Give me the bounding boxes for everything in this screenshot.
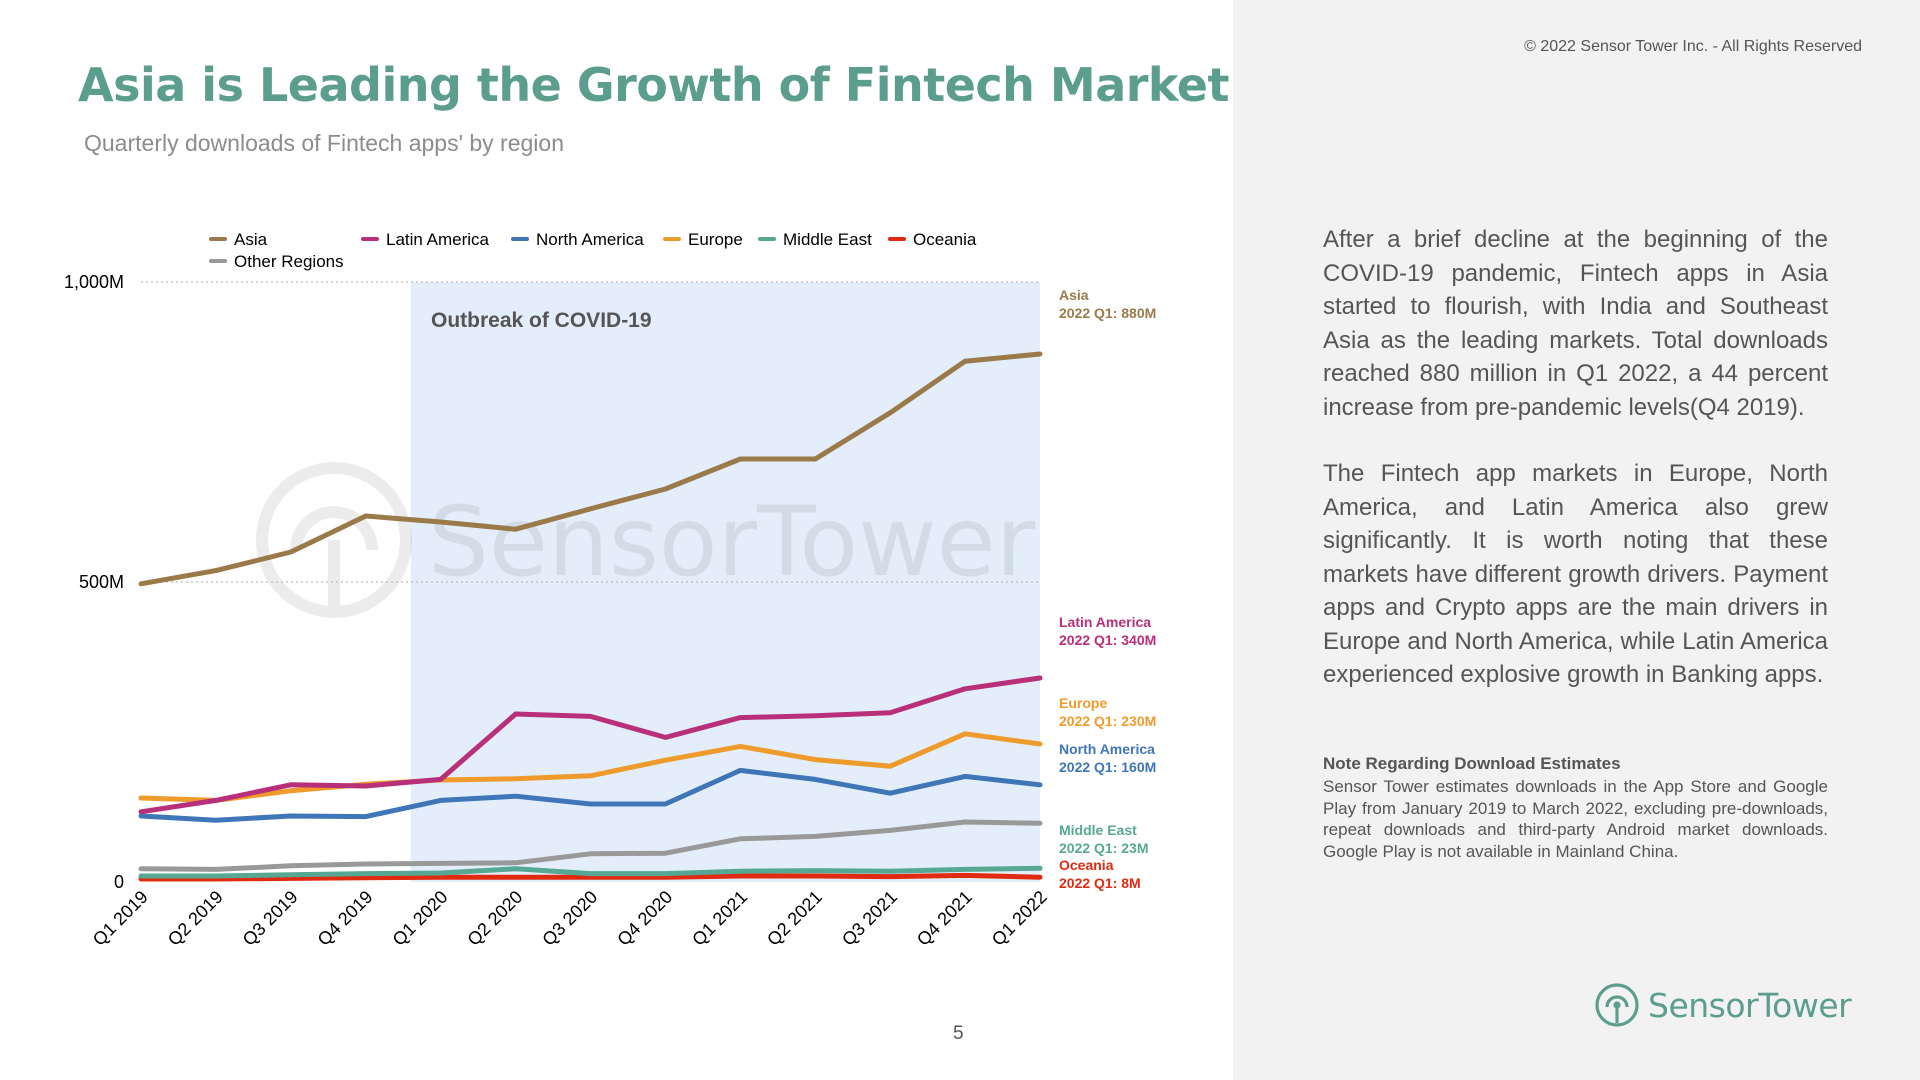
series-line-latin-america [138, 675, 1043, 815]
x-tick-label: Q4 2020 [613, 887, 676, 950]
x-tick-label: Q1 2020 [389, 887, 452, 950]
svg-text:2022 Q1: 8M: 2022 Q1: 8M [1059, 875, 1141, 891]
watermark-text: SensorTower [428, 486, 1036, 598]
y-tick-label: 1,000M [64, 272, 124, 292]
svg-text:Oceania: Oceania [1059, 857, 1114, 873]
svg-text:Europe: Europe [1059, 695, 1107, 711]
note-body: Sensor Tower estimates downloads in the … [1323, 777, 1828, 862]
sensor-tower-logo: SensorTower [1594, 982, 1852, 1028]
svg-text:2022 Q1: 160M: 2022 Q1: 160M [1059, 759, 1156, 775]
svg-text:2022 Q1: 880M: 2022 Q1: 880M [1059, 305, 1156, 321]
x-tick-label: Q4 2021 [913, 887, 976, 950]
sensor-tower-watermark: SensorTower [256, 462, 1036, 618]
fintech-downloads-line-chart: Outbreak of COVID-19 SensorTower 0 500M 1,0… [64, 230, 1156, 950]
svg-text:2022 Q1: 23M: 2022 Q1: 23M [1059, 840, 1149, 856]
annotation-latin-america: Latin America 2022 Q1: 340M [1059, 614, 1156, 648]
x-tick-label: Q3 2020 [538, 887, 601, 950]
legend-item-europe: Europe [663, 230, 743, 249]
x-tick-label: Q4 2019 [314, 887, 377, 950]
sensor-tower-logo-icon [1595, 983, 1639, 1027]
legend-item-north-america: North America [511, 230, 644, 249]
page-number: 5 [953, 1023, 964, 1044]
x-tick-label: Q1 2022 [988, 887, 1051, 950]
x-tick-label: Q2 2020 [463, 887, 526, 950]
copyright-notice: © 2022 Sensor Tower Inc. - All Rights Re… [1524, 38, 1862, 55]
series-line-oceania [138, 872, 1043, 882]
annotation-north-america: North America 2022 Q1: 160M [1059, 741, 1156, 775]
x-tick-label: Q1 2019 [89, 887, 152, 950]
svg-text:Europe: Europe [688, 230, 743, 249]
series-line-asia [138, 351, 1043, 587]
y-tick-label: 500M [79, 572, 124, 592]
annotation-asia: Asia 2022 Q1: 880M [1059, 287, 1156, 321]
page-subtitle: Quarterly downloads of Fintech apps' by … [84, 130, 564, 156]
svg-text:2022 Q1: 340M: 2022 Q1: 340M [1059, 632, 1156, 648]
series-line-north-america [138, 767, 1043, 823]
svg-text:2022 Q1: 230M: 2022 Q1: 230M [1059, 713, 1156, 729]
svg-text:North America: North America [1059, 741, 1155, 757]
svg-text:North America: North America [536, 230, 644, 249]
svg-text:Oceania: Oceania [913, 230, 977, 249]
x-tick-label: Q1 2021 [688, 887, 751, 950]
svg-text:Latin America: Latin America [386, 230, 490, 249]
svg-text:Latin America: Latin America [1059, 614, 1151, 630]
x-tick-label: Q2 2021 [763, 887, 826, 950]
sensor-tower-logo-text: SensorTower [1648, 985, 1852, 1025]
annotation-oceania: Oceania 2022 Q1: 8M [1059, 857, 1141, 891]
svg-text:Asia: Asia [234, 230, 268, 249]
x-tick-label: Q3 2019 [239, 887, 302, 950]
covid-region-label: Outbreak of COVID-19 [431, 309, 652, 332]
svg-text:Middle East: Middle East [783, 230, 872, 249]
commentary-panel [1233, 0, 1920, 1080]
legend-item-oceania: Oceania [888, 230, 977, 249]
svg-text:Other Regions: Other Regions [234, 252, 344, 271]
x-tick-label: Q3 2021 [838, 887, 901, 950]
commentary-paragraph-asia: After a brief decline at the beginning o… [1323, 226, 1828, 421]
legend-item-middle-east: Middle East [758, 230, 872, 249]
note-title: Note Regarding Download Estimates [1323, 754, 1621, 773]
annotation-europe: Europe 2022 Q1: 230M [1059, 695, 1156, 729]
y-tick-label: 0 [114, 872, 124, 892]
series-line-middle-east [138, 865, 1043, 879]
commentary-paragraph-other-markets: The Fintech app markets in Europe, North… [1323, 460, 1828, 688]
legend-item-latin-america: Latin America [361, 230, 490, 249]
annotation-middle-east: Middle East 2022 Q1: 23M [1059, 822, 1149, 856]
series-line-other-regions [138, 819, 1043, 872]
svg-text:Middle East: Middle East [1059, 822, 1137, 838]
svg-text:Asia: Asia [1059, 287, 1089, 303]
legend-item-asia: Asia [209, 230, 268, 249]
page-title: Asia is Leading the Growth of Fintech Ma… [78, 58, 1229, 112]
series-line-europe [138, 731, 1043, 803]
x-tick-label: Q2 2019 [164, 887, 227, 950]
legend-item-other-regions: Other Regions [209, 252, 344, 271]
